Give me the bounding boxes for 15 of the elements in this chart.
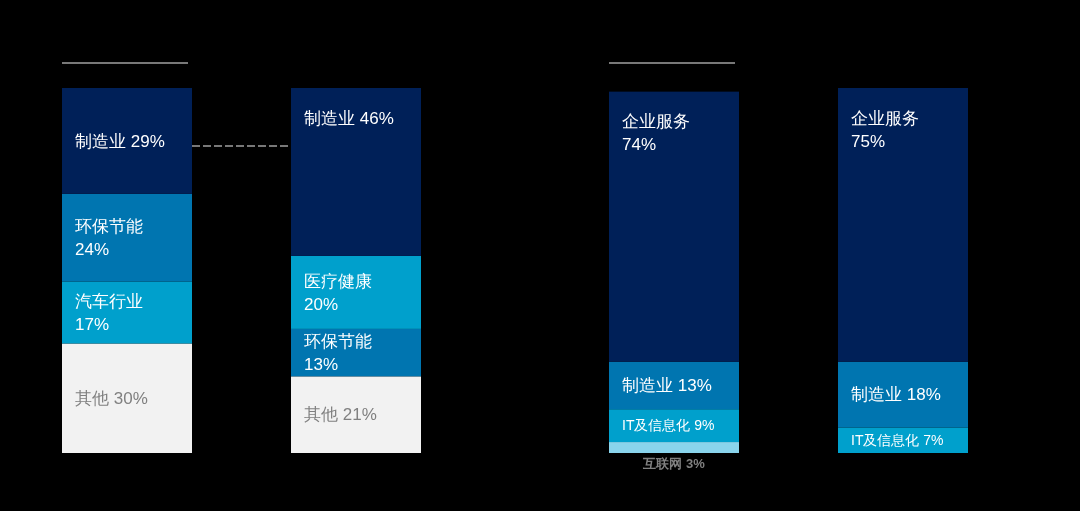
data-label: IT及信息化 7% <box>851 431 944 448</box>
data-label: 制造业 13% <box>622 376 712 396</box>
data-label: 医疗健康 20% <box>304 271 372 314</box>
data-label: 环保节能 13% <box>304 331 372 374</box>
data-label: 其他 30% <box>75 388 148 408</box>
data-label: 制造业 46% <box>304 108 394 128</box>
data-label: 互联网 3% <box>642 456 706 471</box>
data-label: 环保节能 24% <box>75 216 143 259</box>
data-label: 制造业 18% <box>851 385 941 405</box>
data-label: IT及信息化 9% <box>622 417 715 434</box>
data-label: 汽车行业 17% <box>75 291 143 334</box>
data-label: 企业服务 75% <box>851 108 919 151</box>
data-label: 其他 21% <box>304 405 377 425</box>
data-label: 企业服务 74% <box>622 112 690 155</box>
data-label: 制造业 29% <box>75 131 165 151</box>
